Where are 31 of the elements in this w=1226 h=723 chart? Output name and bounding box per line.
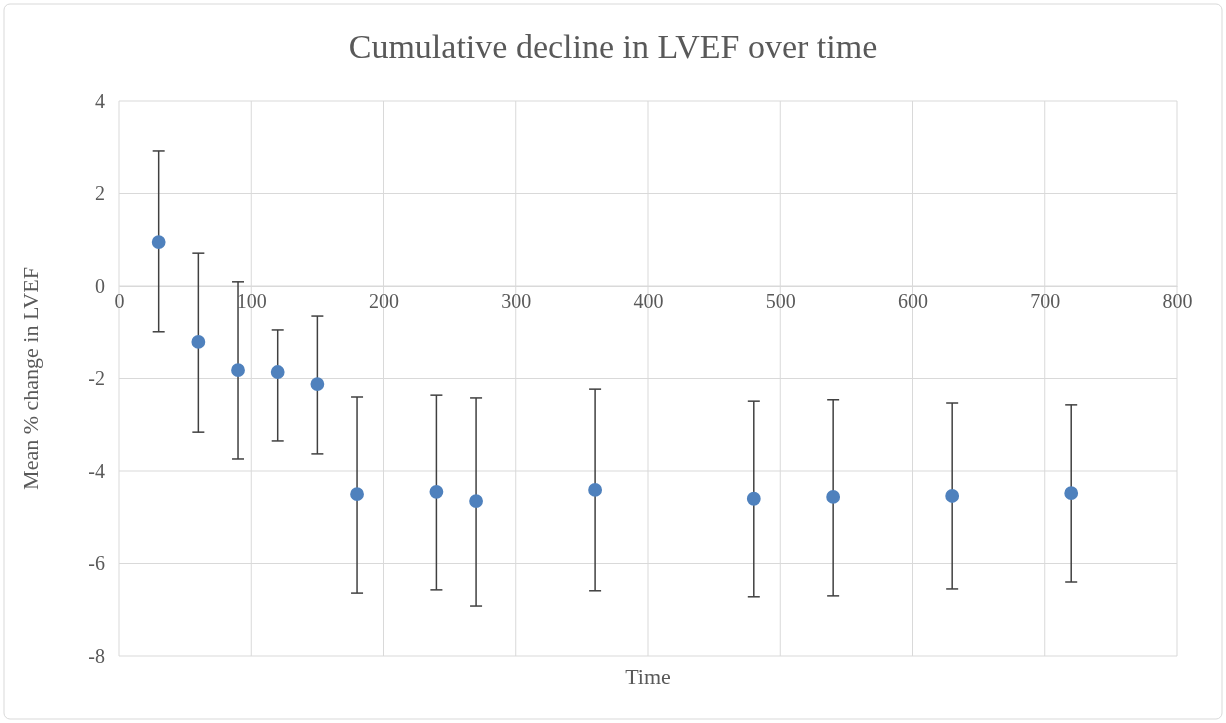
- point: [469, 494, 483, 508]
- x-tick-label: 400: [633, 290, 664, 313]
- x-tick-label: 600: [898, 290, 928, 313]
- point: [310, 377, 325, 391]
- x-tick-label: 0: [114, 290, 125, 313]
- point: [746, 491, 761, 506]
- y-tick-label: 2: [95, 182, 105, 205]
- point: [945, 489, 960, 503]
- y-tick-label: 4: [95, 89, 105, 112]
- point: [588, 483, 603, 497]
- point: [191, 335, 206, 349]
- x-tick-label: 500: [765, 290, 796, 313]
- x-tick-label: 200: [369, 290, 399, 313]
- point: [151, 235, 166, 249]
- point: [1064, 486, 1079, 501]
- point: [429, 484, 444, 499]
- y-tick-label: -8: [88, 644, 105, 667]
- x-axis-title: Time: [625, 664, 671, 689]
- point: [350, 487, 364, 502]
- x-tick-label: 700: [1030, 290, 1061, 313]
- point: [270, 365, 285, 379]
- y-axis-title: Mean % change in LVEF: [18, 267, 43, 490]
- y-tick-label: -2: [88, 367, 105, 390]
- point: [826, 490, 841, 504]
- chart-title: Cumulative decline in LVEF over time: [348, 28, 878, 65]
- point: [231, 363, 245, 378]
- x-tick-label: 300: [501, 290, 532, 313]
- y-tick-label: -4: [88, 459, 105, 482]
- x-tick-label: 800: [1162, 290, 1193, 313]
- y-tick-label: -6: [88, 552, 105, 575]
- y-tick-label: 0: [95, 274, 105, 297]
